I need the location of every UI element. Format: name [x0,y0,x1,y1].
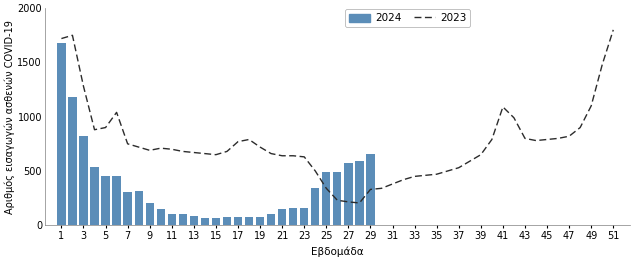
Bar [245,217,253,225]
Bar [234,217,242,225]
Bar [278,209,287,225]
Bar [134,191,143,225]
Bar [112,176,120,225]
Bar [101,176,110,225]
Bar [366,153,375,225]
Bar [91,167,99,225]
Bar [344,163,353,225]
Bar [289,208,297,225]
Bar [355,161,363,225]
Bar [201,218,209,225]
Bar [179,214,187,225]
Bar [79,136,87,225]
Bar [311,188,320,225]
Bar [57,43,65,225]
Bar [146,203,154,225]
Legend: 2024, 2023: 2024, 2023 [345,9,470,27]
Bar [124,192,132,225]
Bar [68,97,77,225]
Bar [267,214,275,225]
Bar [190,216,198,225]
Bar [167,214,176,225]
Bar [333,172,342,225]
Bar [223,217,231,225]
Bar [300,208,308,225]
X-axis label: Εβδομάδα: Εβδομάδα [311,246,364,257]
Bar [256,217,264,225]
Bar [157,210,165,225]
Y-axis label: Αριθμός εισαγωγών ασθενών COVID-19: Αριθμός εισαγωγών ασθενών COVID-19 [4,20,15,214]
Bar [322,172,330,225]
Bar [212,218,220,225]
